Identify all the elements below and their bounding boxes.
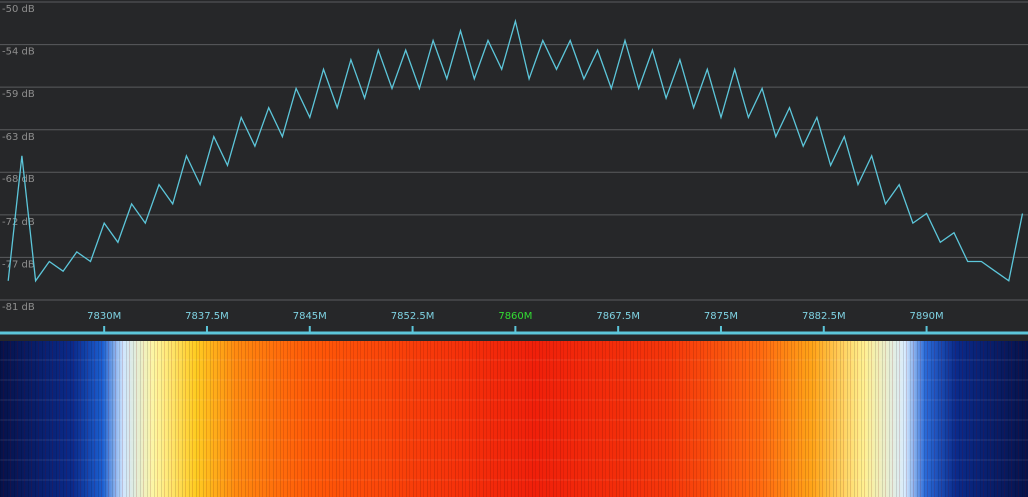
y-tick-label: -50 dB	[2, 4, 35, 15]
y-tick-label: -77 dB	[2, 259, 35, 270]
x-tick-label: 7867.5M	[596, 311, 640, 322]
x-tick-label: 7837.5M	[185, 311, 229, 322]
y-tick-label: -63 dB	[2, 132, 35, 143]
x-tick-label: 7845M	[293, 311, 327, 322]
y-tick-label: -59 dB	[2, 89, 35, 100]
x-tick-label: 7852.5M	[391, 311, 435, 322]
spectrum-line	[7, 18, 1024, 283]
x-tick-label: 7882.5M	[802, 311, 846, 322]
x-tick-label: 7860M	[498, 311, 532, 322]
y-tick-label: -54 dB	[2, 47, 35, 58]
x-tick-label: 7875M	[704, 311, 738, 322]
y-tick-label: -72 dB	[2, 217, 35, 228]
y-tick-label: -68 dB	[2, 174, 35, 185]
plot-background	[0, 0, 1028, 341]
y-tick-label: -81 dB	[2, 302, 35, 313]
x-tick-label: 7890M	[910, 311, 944, 322]
spectrum: -50 dB -54 dB -59 dB -63 dB -68 dB -72 dB -77 …	[0, 0, 1028, 341]
waterfall	[0, 341, 1028, 497]
x-tick-label: 7830M	[87, 311, 121, 322]
